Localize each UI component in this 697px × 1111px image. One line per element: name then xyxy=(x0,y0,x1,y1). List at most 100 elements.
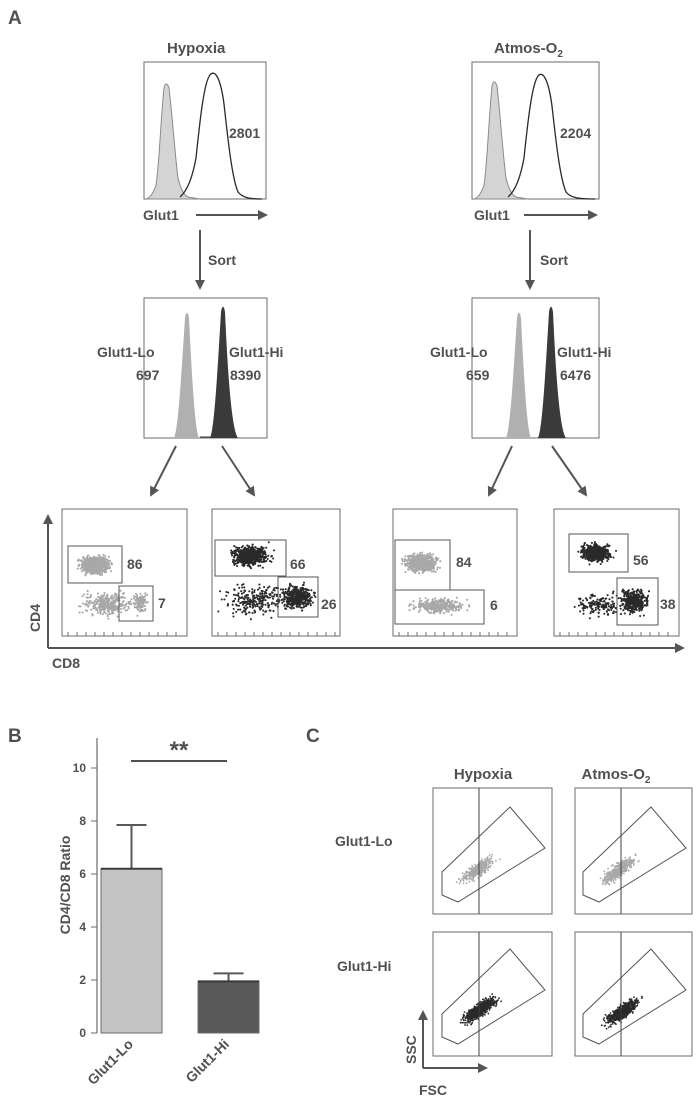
event-dot xyxy=(443,596,446,599)
event-dot xyxy=(401,559,404,562)
event-dot xyxy=(438,566,442,569)
event-dot xyxy=(114,594,117,597)
event-dot xyxy=(242,562,245,565)
event-dot xyxy=(265,546,268,549)
event-dot xyxy=(97,559,100,562)
event-dot xyxy=(302,590,305,593)
event-dot xyxy=(144,594,147,597)
event-dot xyxy=(241,586,244,589)
event-dot xyxy=(283,604,286,607)
event-dot xyxy=(100,559,103,562)
event-dot xyxy=(284,590,287,593)
event-dot xyxy=(261,590,264,593)
event-dot xyxy=(246,596,249,599)
event-dot xyxy=(104,598,107,601)
event-dot xyxy=(85,600,89,603)
event-dot xyxy=(611,596,614,599)
event-dot xyxy=(408,562,411,565)
event-dot xyxy=(98,599,101,602)
event-dot xyxy=(306,600,310,603)
event-dot xyxy=(98,569,101,572)
event-dot xyxy=(265,595,269,598)
event-dot xyxy=(90,565,93,568)
event-dot xyxy=(284,588,287,591)
event-dot xyxy=(262,613,265,616)
event-dot xyxy=(480,872,482,875)
event-dot xyxy=(235,546,238,549)
event-dot xyxy=(106,561,109,564)
event-dot xyxy=(464,877,467,880)
event-dot xyxy=(418,565,422,568)
event-dot xyxy=(234,597,237,600)
event-dot xyxy=(101,573,104,576)
event-dot xyxy=(267,606,270,609)
event-dot xyxy=(86,609,89,612)
event-dot xyxy=(461,877,464,880)
event-dot xyxy=(425,605,428,608)
event-dot xyxy=(431,598,435,601)
event-dot xyxy=(77,558,80,561)
event-dot xyxy=(143,605,147,608)
event-dot xyxy=(643,604,646,607)
event-dot xyxy=(462,882,465,885)
event-dot xyxy=(588,550,591,553)
event-dot xyxy=(134,605,137,609)
event-dot xyxy=(309,597,312,600)
event-dot xyxy=(235,549,238,552)
category-label-glut1-lo: Glut1-Lo xyxy=(84,1036,136,1088)
event-dot xyxy=(302,601,306,604)
event-dot xyxy=(112,604,116,607)
event-dot xyxy=(103,600,106,603)
event-dot xyxy=(578,598,581,601)
event-dot xyxy=(259,550,262,553)
event-dot xyxy=(471,864,474,867)
event-dot xyxy=(304,591,307,594)
event-dot xyxy=(406,559,409,562)
event-dot xyxy=(499,858,501,861)
event-dot xyxy=(110,609,114,612)
glut1-hi-mfi: 8390 xyxy=(230,367,261,383)
event-dot xyxy=(236,593,240,597)
event-dot xyxy=(270,602,273,606)
event-dot xyxy=(479,864,482,867)
event-dot xyxy=(625,591,628,594)
event-dot xyxy=(459,880,462,883)
event-dot xyxy=(96,556,99,559)
glut1-lo-peak xyxy=(174,312,199,438)
event-dot xyxy=(604,556,607,559)
event-dot xyxy=(631,602,634,605)
event-dot xyxy=(245,550,249,553)
event-dot xyxy=(291,602,294,605)
event-dot xyxy=(142,598,145,601)
event-dot xyxy=(628,596,631,599)
event-dot xyxy=(415,566,419,569)
event-dot xyxy=(139,606,142,609)
event-dot xyxy=(586,599,589,602)
event-dot xyxy=(269,609,272,612)
event-dot xyxy=(136,594,139,597)
event-dot xyxy=(646,601,649,604)
event-dot xyxy=(621,588,624,591)
event-dot xyxy=(471,875,474,877)
event-dot xyxy=(439,610,442,613)
event-dot xyxy=(476,865,479,868)
event-dot xyxy=(638,594,641,597)
event-dot xyxy=(230,554,234,557)
event-dot xyxy=(243,600,246,603)
event-dot xyxy=(483,871,486,874)
event-dot xyxy=(237,598,240,601)
event-dot xyxy=(607,552,610,555)
event-dot xyxy=(300,596,303,599)
event-dot xyxy=(479,867,482,869)
event-dot xyxy=(105,606,108,609)
event-dot xyxy=(282,588,285,591)
dotplot-glut1-hi-hypoxia: 66 26 xyxy=(211,508,341,637)
event-dot xyxy=(413,569,416,572)
panel-b-letter: B xyxy=(8,726,22,747)
event-dot xyxy=(623,612,626,615)
event-dot xyxy=(102,564,105,567)
arrow-to-dotplot-3 xyxy=(487,445,513,497)
event-dot xyxy=(427,606,430,609)
event-dot xyxy=(591,602,594,605)
event-dot xyxy=(116,615,119,618)
